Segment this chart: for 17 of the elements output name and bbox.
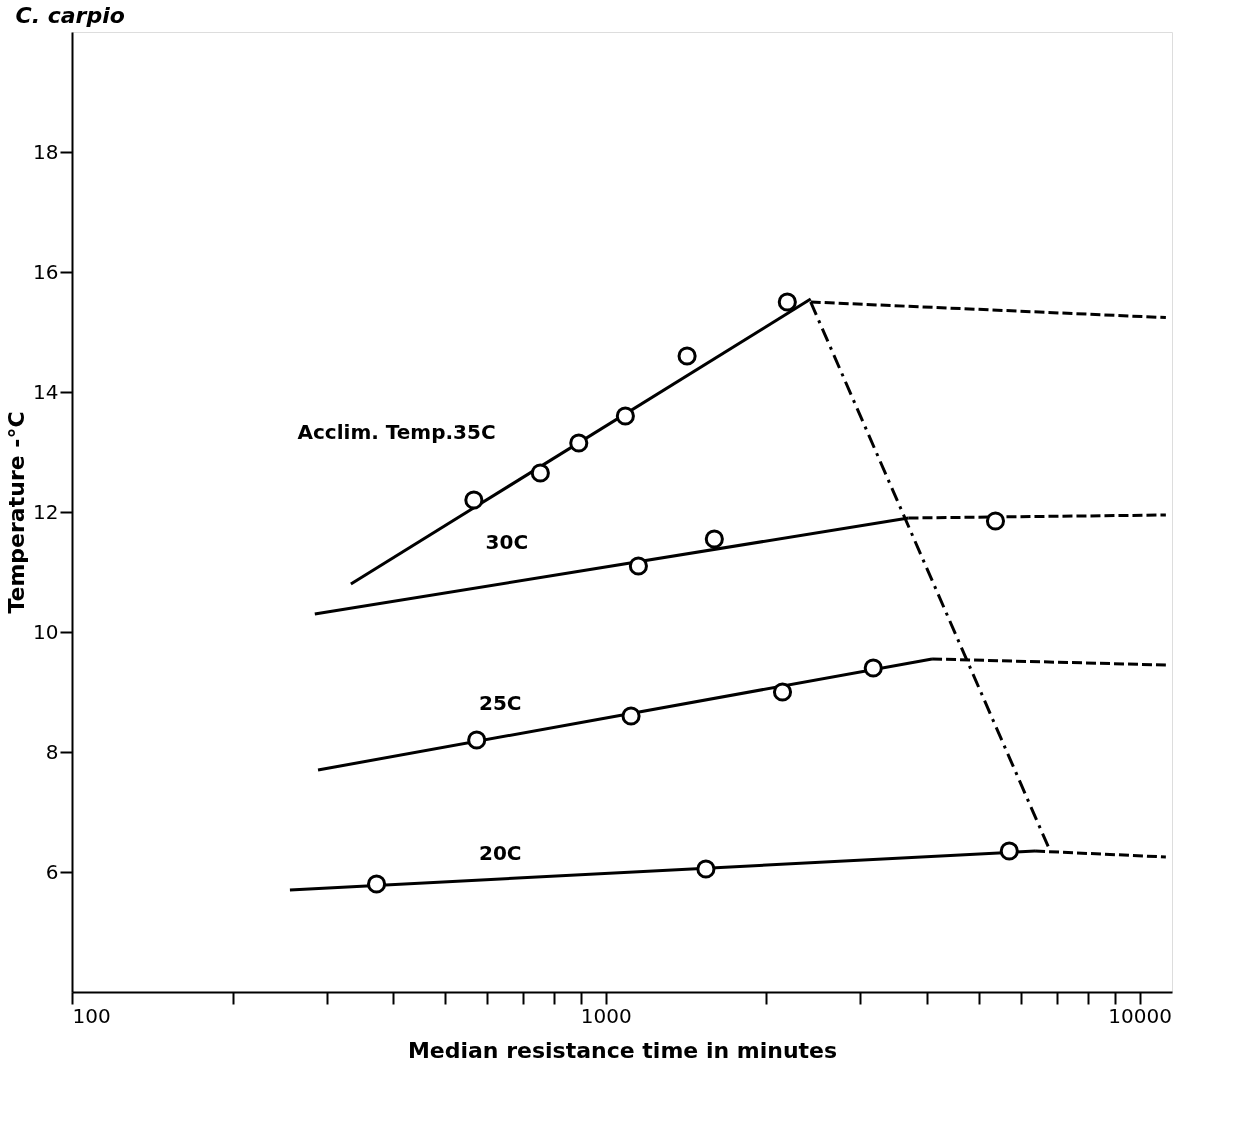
y-tick-label: 12 [33, 499, 59, 524]
x-axis-title: Median resistance time in minutes [407, 1037, 838, 1063]
y-tick-label: 16 [33, 259, 59, 284]
y-tick-label: 18 [33, 139, 59, 164]
y-tick-label: 14 [33, 379, 59, 404]
annotation: 30C [485, 529, 529, 554]
x-tick-label: 1000 [580, 1003, 632, 1028]
annotation: 25C [479, 691, 522, 715]
y-tick-label: 8 [45, 739, 59, 764]
annotation: Acclim. Temp.35C [297, 420, 496, 445]
x-tick-label: 10000 [1108, 1003, 1172, 1028]
y-axis-title: Temperature -°C [4, 411, 30, 614]
y-tick-label: 6 [45, 859, 59, 884]
y-tick-label: 10 [33, 619, 59, 644]
chart-title: C. carpio [15, 3, 125, 28]
x-tick-label: 100 [72, 1003, 111, 1028]
annotation: 20C [479, 840, 522, 865]
